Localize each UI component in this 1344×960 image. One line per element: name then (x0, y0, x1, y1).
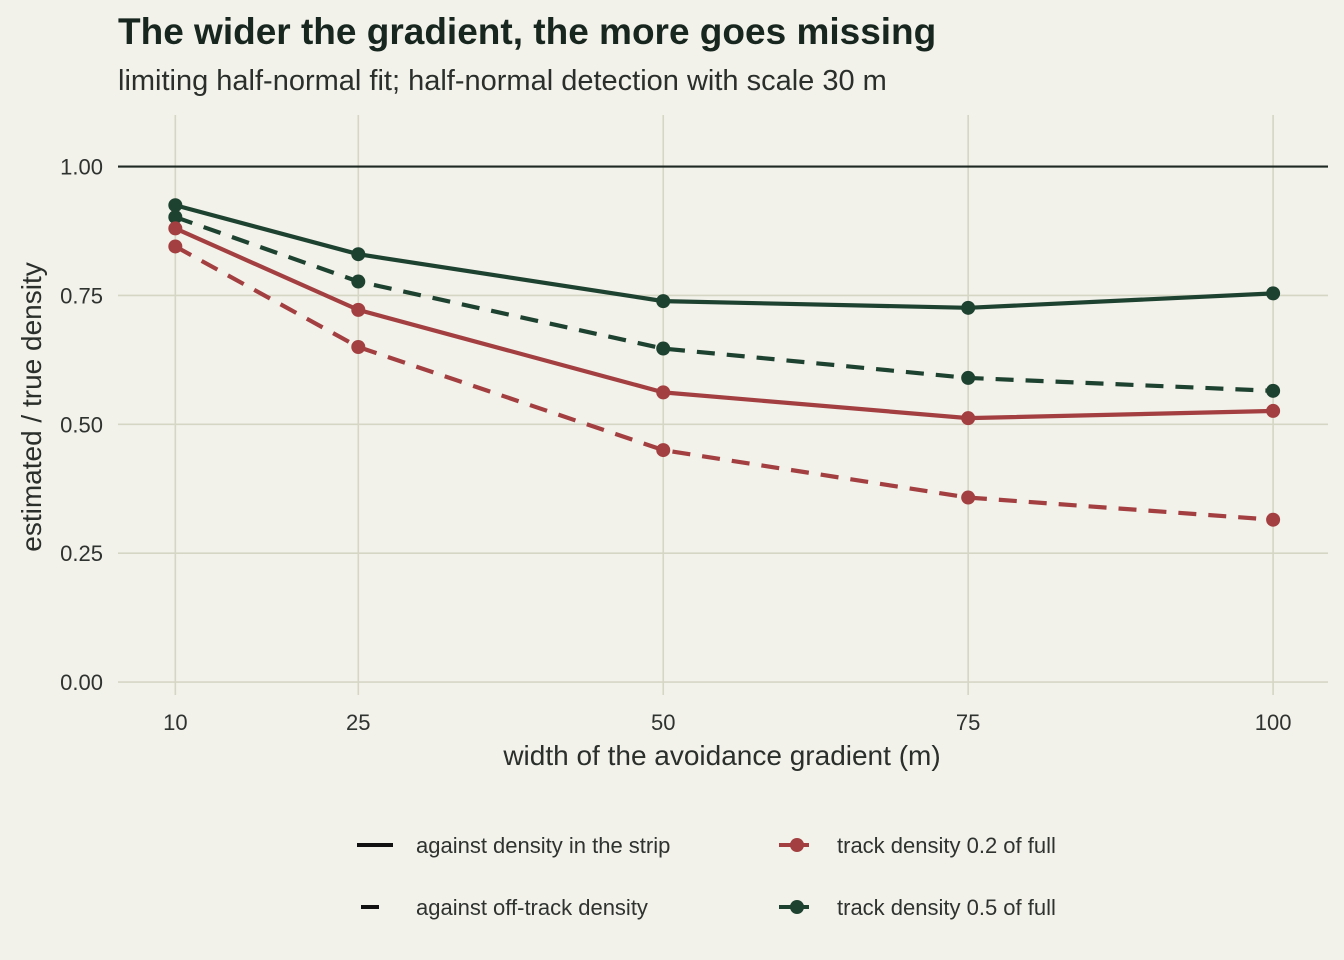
data-point (1266, 286, 1281, 301)
x-tick-label: 50 (651, 710, 675, 735)
legend-label-track-0_5: track density 0.5 of full (837, 895, 1056, 920)
y-tick-label: 0.75 (60, 283, 103, 308)
legend-key-point (790, 838, 804, 852)
data-point (656, 443, 671, 458)
series-line (174, 215, 1274, 393)
data-point (1266, 512, 1281, 527)
series-line (174, 226, 1274, 421)
series-layer (168, 198, 1281, 527)
data-point (656, 341, 671, 356)
data-point (168, 210, 183, 225)
data-point (351, 302, 366, 317)
chart-title: The wider the gradient, the more goes mi… (118, 11, 936, 52)
data-point (168, 221, 183, 236)
legend-label-track-0_2: track density 0.2 of full (837, 833, 1056, 858)
series-offtrack-0_5 (168, 210, 1281, 398)
legend-key-point (790, 900, 804, 914)
y-tick-label: 0.00 (60, 670, 103, 695)
data-point (1266, 403, 1281, 418)
series-line (174, 203, 1274, 310)
y-tick-label: 0.25 (60, 541, 103, 566)
x-tick-label: 100 (1255, 710, 1292, 735)
x-axis-tick-labels: 10 25 50 75 100 (163, 710, 1291, 735)
y-tick-label: 1.00 (60, 155, 103, 180)
x-axis-title: width of the avoidance gradient (m) (502, 740, 940, 771)
legend-label-offtrack: against off-track density (416, 895, 648, 920)
data-point (656, 294, 671, 309)
data-point (961, 300, 976, 315)
series-offtrack-0_2 (168, 239, 1281, 527)
legend-key-track-0_5 (779, 900, 815, 914)
legend: against density in the strip against off-… (357, 833, 1056, 920)
data-point (168, 239, 183, 254)
legend-label-strip: against density in the strip (416, 833, 670, 858)
data-point (961, 411, 976, 426)
series-strip-0_2 (168, 221, 1281, 426)
x-tick-label: 10 (163, 710, 187, 735)
series-strip-0_5 (168, 198, 1281, 315)
data-point (351, 340, 366, 354)
data-point (656, 385, 671, 400)
y-axis-tick-labels: 0.00 0.25 0.50 0.75 1.00 (60, 155, 103, 696)
grid (118, 115, 1328, 695)
series-line (174, 244, 1274, 522)
data-point (351, 247, 366, 262)
x-tick-label: 25 (346, 710, 370, 735)
data-point (168, 198, 183, 213)
x-tick-label: 75 (956, 710, 980, 735)
y-tick-label: 0.50 (60, 412, 103, 437)
legend-key-track-0_2 (779, 838, 815, 852)
y-axis-title: estimated / true density (16, 262, 47, 551)
data-point (1266, 383, 1281, 398)
data-point (351, 274, 366, 289)
chart-subtitle: limiting half-normal fit; half-normal de… (118, 65, 887, 97)
data-point (961, 490, 976, 505)
data-point (961, 370, 976, 385)
